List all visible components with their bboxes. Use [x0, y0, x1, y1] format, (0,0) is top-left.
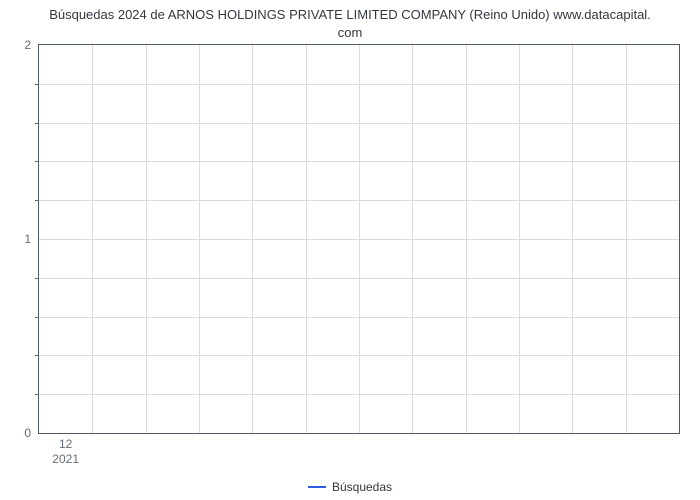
grid-line-vertical [306, 45, 307, 433]
chart-plot-area: 012122021 [38, 44, 680, 434]
y-axis-minor-tick [35, 84, 39, 85]
grid-line-vertical [199, 45, 200, 433]
grid-line-vertical [92, 45, 93, 433]
x-axis-tick-bottom: 2021 [52, 452, 79, 466]
grid-line-vertical [412, 45, 413, 433]
legend-label: Búsquedas [332, 480, 392, 494]
chart-title-line2: com [338, 25, 363, 40]
y-axis-tick-label: 2 [24, 38, 39, 52]
y-axis-minor-tick [35, 123, 39, 124]
grid-line-vertical [572, 45, 573, 433]
y-axis-minor-tick [35, 317, 39, 318]
y-axis-tick-label: 0 [24, 426, 39, 440]
grid-line-vertical [146, 45, 147, 433]
y-axis-minor-tick [35, 200, 39, 201]
grid-line-vertical [466, 45, 467, 433]
x-axis-tick-label: 122021 [52, 433, 79, 467]
y-axis-minor-tick [35, 278, 39, 279]
y-axis-tick-label: 1 [24, 232, 39, 246]
grid-line-vertical [252, 45, 253, 433]
y-axis-minor-tick [35, 161, 39, 162]
chart-plot: 012122021 [38, 44, 680, 434]
y-axis-minor-tick [35, 394, 39, 395]
chart-title: Búsquedas 2024 de ARNOS HOLDINGS PRIVATE… [0, 0, 700, 43]
grid-line-vertical [359, 45, 360, 433]
legend-swatch [308, 486, 326, 488]
x-axis-tick-top: 12 [59, 437, 72, 451]
chart-legend: Búsquedas [0, 479, 700, 494]
y-axis-minor-tick [35, 355, 39, 356]
grid-line-vertical [519, 45, 520, 433]
chart-title-line1: Búsquedas 2024 de ARNOS HOLDINGS PRIVATE… [49, 7, 651, 22]
grid-line-vertical [626, 45, 627, 433]
